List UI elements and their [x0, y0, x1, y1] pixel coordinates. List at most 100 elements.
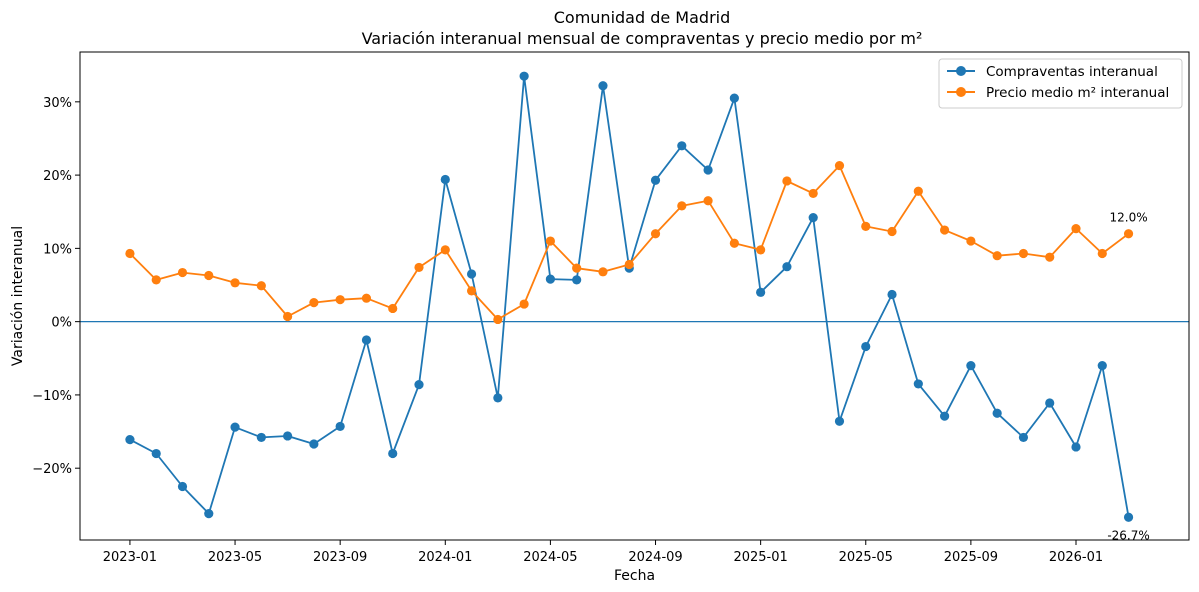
series-1-point [939, 225, 950, 235]
series-1-point [414, 262, 424, 273]
x-tick-label: 2025-09 [944, 550, 998, 565]
series-0-point [204, 509, 214, 519]
series-1-point [729, 238, 739, 248]
series-0-point [598, 81, 608, 91]
series-0-point [756, 287, 766, 297]
y-axis-label: Variación interanual [10, 226, 26, 366]
x-tick-label: 2024-05 [523, 550, 577, 565]
x-tick-label: 2024-09 [628, 550, 682, 565]
series-1-point [125, 248, 135, 259]
series-0-point [834, 416, 845, 426]
series-1-point [834, 160, 845, 171]
series-0-point [177, 481, 188, 492]
series-1-point [782, 176, 792, 186]
series-1-point [703, 196, 713, 206]
legend-label-precio: Precio medio m² interanual [986, 85, 1169, 101]
chart-title-line-1: Comunidad de Madrid [554, 8, 731, 27]
series-0-point [677, 141, 687, 151]
series-0-point [861, 341, 871, 352]
series-0-point [414, 380, 424, 390]
series-1-point [992, 251, 1002, 261]
series-0-point [939, 411, 950, 421]
series-0-point [309, 439, 319, 449]
series-1-point [545, 236, 556, 246]
y-tick-label: −20% [32, 462, 72, 477]
series-1-point [913, 186, 923, 196]
chart-title-line-2: Variación interanual mensual de comprave… [362, 29, 923, 48]
series-0-point [1045, 398, 1055, 408]
series-0-point [283, 431, 293, 441]
series-0-point [1018, 432, 1029, 443]
series-0-point [440, 174, 450, 185]
series-1-point [756, 245, 766, 255]
series-1-point [283, 311, 293, 322]
series-0-point [966, 361, 976, 371]
series-0-point [729, 93, 739, 103]
series-0-point [466, 269, 477, 279]
legend-marker-precio [956, 87, 966, 97]
series-1-point [1097, 248, 1107, 259]
series-1-point [361, 293, 372, 303]
y-tick-label: −10% [32, 389, 72, 404]
legend: Compraventas interanual Precio medio m² … [938, 58, 1183, 109]
data-annotation: -26.7% [1107, 528, 1149, 542]
series-1-point [256, 281, 266, 291]
x-tick-label: 2024-01 [418, 550, 472, 565]
legend-marker-compraventas [956, 66, 966, 76]
x-tick-label: 2026-01 [1049, 550, 1103, 565]
series-0-point [992, 408, 1002, 418]
series-1-point [1123, 229, 1134, 239]
series-0-point [361, 335, 372, 345]
x-tick-label: 2025-05 [839, 550, 893, 565]
series-1-point [204, 270, 214, 281]
y-tick-label: 20% [43, 169, 72, 184]
series-1-point [677, 201, 687, 211]
legend-box [938, 58, 1183, 109]
series-0-point [913, 379, 923, 389]
series-0-point [782, 262, 792, 272]
series-1-point [861, 221, 871, 231]
y-tick-label: 10% [43, 242, 72, 257]
series-1-point [598, 267, 608, 277]
series-1-point [1071, 223, 1081, 234]
series-0-point [256, 432, 266, 443]
series-0-point [388, 448, 398, 459]
series-1-point [887, 226, 897, 237]
series-0-point [545, 274, 556, 284]
series-1-point [1045, 252, 1055, 262]
series-1-point [1018, 248, 1029, 259]
series-1-point [572, 263, 582, 273]
series-1-point [624, 259, 634, 270]
series-line-1 [129, 164, 1130, 321]
plot-frame [79, 51, 1190, 541]
series-1-point [440, 245, 450, 255]
series-1-point [966, 236, 976, 246]
x-tick-label: 2023-05 [208, 550, 262, 565]
plot-area: −20% −10% 0% 10% 20% 30% 2023-01 2023-05 2023-09… [32, 71, 1189, 565]
series-0-point [1097, 361, 1107, 371]
series-0-point [1071, 442, 1081, 452]
series-0-point [703, 165, 713, 175]
series-0-point [335, 421, 345, 432]
series-1-point [230, 278, 240, 288]
series-1-point [151, 275, 161, 285]
series-1-point [650, 229, 661, 239]
series-1-point [808, 188, 818, 199]
series-0-point [650, 175, 661, 185]
series-1-point [493, 314, 503, 325]
series-line-0 [129, 75, 1130, 518]
series-0-point [230, 422, 240, 432]
series-0-point [887, 289, 897, 300]
series-0-point [519, 71, 529, 81]
x-tick-label: 2023-09 [313, 550, 367, 565]
series-0-point [572, 275, 582, 285]
series-0-point [151, 448, 161, 459]
y-tick-label: 0% [51, 316, 72, 331]
x-axis-label: Fecha [614, 568, 655, 584]
series-1-point [388, 303, 398, 314]
series-1-point [177, 267, 188, 278]
series-0-point [808, 212, 818, 223]
series-1-point [309, 297, 319, 308]
y-tick-label: 30% [43, 96, 72, 111]
